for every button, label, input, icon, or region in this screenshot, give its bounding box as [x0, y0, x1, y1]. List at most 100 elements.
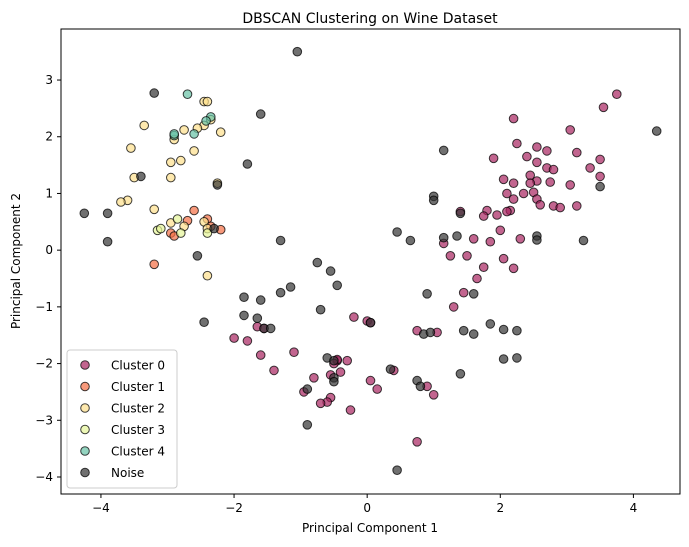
point-noise — [325, 266, 336, 276]
point-cluster-3 — [172, 214, 183, 224]
point-noise — [312, 257, 323, 268]
point-noise — [136, 171, 146, 182]
legend-entry: Cluster 2 — [80, 402, 165, 416]
point-noise — [239, 310, 249, 321]
point-noise — [415, 381, 426, 392]
point-cluster-0 — [229, 333, 239, 343]
point-cluster-0 — [518, 188, 529, 199]
x-tick-label: −4 — [92, 501, 110, 515]
point-cluster-0 — [572, 201, 582, 211]
points-layer — [79, 46, 662, 476]
legend-marker — [80, 360, 90, 370]
point-cluster-0 — [595, 171, 605, 182]
point-cluster-0 — [532, 142, 542, 152]
point-cluster-1 — [149, 259, 159, 270]
legend-marker — [80, 403, 90, 413]
x-axis-label: Principal Component 1 — [302, 521, 438, 535]
point-noise — [458, 325, 469, 336]
point-cluster-0 — [525, 178, 536, 188]
legend-box — [66, 349, 178, 489]
point-cluster-0 — [508, 113, 519, 124]
point-cluster-2 — [149, 204, 159, 215]
point-cluster-0 — [349, 312, 359, 322]
point-noise — [285, 282, 296, 292]
point-noise — [498, 324, 509, 335]
point-cluster-4 — [189, 129, 199, 139]
point-cluster-0 — [508, 263, 519, 274]
point-noise — [329, 355, 339, 366]
point-cluster-2 — [126, 143, 136, 153]
point-cluster-0 — [335, 367, 346, 377]
point-noise — [428, 195, 439, 206]
chart-title: DBSCAN Clustering on Wine Dataset — [242, 11, 498, 27]
point-cluster-0 — [412, 437, 422, 447]
point-noise — [468, 289, 479, 299]
point-noise — [212, 180, 223, 190]
point-cluster-4 — [169, 129, 179, 139]
legend-entry: Cluster 4 — [80, 445, 165, 459]
point-cluster-2 — [215, 127, 226, 137]
point-noise — [422, 289, 432, 299]
point-cluster-0 — [478, 211, 489, 221]
point-noise — [455, 369, 466, 379]
point-cluster-0 — [315, 398, 326, 409]
point-cluster-0 — [478, 262, 489, 273]
point-noise — [252, 313, 263, 324]
point-cluster-0 — [612, 89, 622, 99]
point-cluster-0 — [445, 251, 456, 261]
point-cluster-0 — [289, 347, 299, 358]
legend-marker — [80, 446, 90, 456]
point-noise — [315, 304, 326, 315]
point-noise — [192, 251, 203, 261]
point-cluster-0 — [565, 125, 576, 135]
point-cluster-2 — [189, 146, 199, 156]
legend-marker — [80, 381, 90, 392]
point-cluster-0 — [488, 153, 499, 164]
legend-label: Cluster 1 — [111, 380, 165, 394]
point-noise — [302, 384, 313, 394]
point-cluster-3 — [176, 228, 186, 238]
legend: Cluster 0 Cluster 1 Cluster 2 Cluster 3 Clus… — [66, 349, 178, 489]
point-noise — [292, 46, 303, 57]
point-noise — [438, 232, 449, 243]
legend-entry: Noise — [80, 466, 144, 480]
x-axis: −4 −2 0 2 4 — [92, 494, 637, 515]
point-cluster-0 — [242, 336, 253, 346]
point-cluster-0 — [342, 355, 353, 366]
point-noise — [512, 353, 522, 363]
point-noise — [425, 327, 436, 338]
legend-label: Cluster 0 — [111, 359, 165, 373]
point-cluster-0 — [508, 194, 519, 204]
point-noise — [468, 329, 479, 339]
point-cluster-0 — [548, 164, 559, 175]
y-tick-label: 3 — [45, 73, 53, 87]
y-tick-label: −1 — [35, 300, 53, 314]
point-cluster-0 — [502, 206, 512, 217]
point-cluster-0 — [372, 384, 383, 394]
point-noise — [392, 465, 402, 476]
point-noise — [595, 181, 605, 192]
point-cluster-0 — [485, 236, 496, 247]
point-cluster-0 — [345, 405, 356, 415]
point-noise — [498, 354, 509, 364]
point-cluster-3 — [202, 228, 213, 238]
y-tick-label: −3 — [35, 413, 53, 427]
point-noise — [455, 208, 466, 219]
point-cluster-4 — [182, 89, 193, 99]
point-cluster-0 — [269, 365, 279, 376]
y-tick-label: 2 — [45, 130, 53, 144]
legend-label: Cluster 4 — [111, 445, 165, 459]
y-tick-label: −2 — [35, 357, 53, 371]
legend-label: Noise — [111, 466, 144, 480]
point-noise — [149, 88, 159, 98]
point-cluster-2 — [202, 96, 213, 107]
legend-label: Cluster 2 — [111, 402, 165, 416]
point-noise — [329, 376, 339, 387]
point-cluster-0 — [502, 188, 512, 199]
point-cluster-0 — [309, 373, 319, 383]
point-noise — [651, 126, 662, 136]
point-noise — [239, 292, 249, 303]
point-cluster-0 — [472, 273, 482, 284]
point-cluster-0 — [545, 177, 556, 187]
